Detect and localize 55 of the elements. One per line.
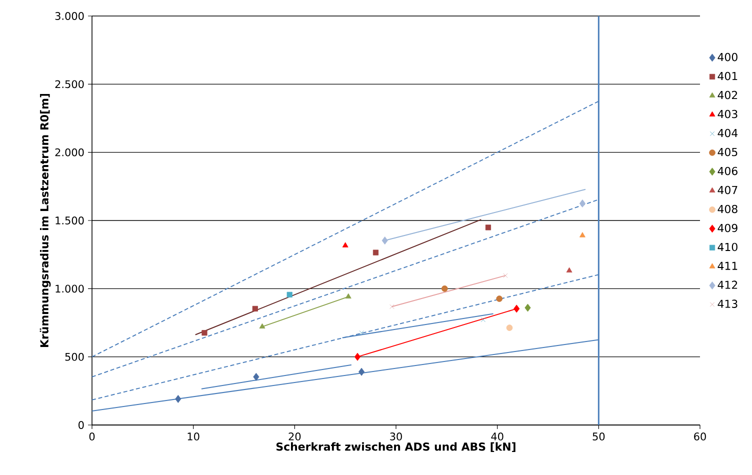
legend-label: 402 (718, 90, 738, 100)
x-tick-label: 40 (491, 432, 504, 440)
point (342, 242, 348, 248)
legend-label: 407 (718, 186, 738, 194)
point (345, 293, 352, 299)
legend-label: 405 (718, 148, 738, 156)
point (253, 372, 260, 381)
legend-label: 400 (718, 52, 738, 62)
y-tick-label: 3.000 (55, 12, 84, 20)
point (286, 292, 292, 298)
x-tick-label: 30 (390, 432, 402, 440)
y-tick-label: 2.000 (55, 148, 84, 156)
point (524, 304, 531, 312)
point (566, 267, 572, 272)
point (382, 236, 388, 245)
point (441, 285, 448, 292)
y-axis-title: Krümmungsradius im Lastzentrum R0[m] (40, 94, 51, 347)
point (390, 304, 394, 309)
legend-label: 411 (718, 262, 738, 270)
y-tick-label: 2.500 (55, 80, 84, 88)
legend-label: 401 (718, 72, 738, 80)
y-tick-label: 500 (65, 352, 84, 361)
legend-label: 413 (718, 300, 738, 308)
legend-label: 412 (718, 280, 738, 289)
legend-label: 404 (718, 128, 738, 138)
y-tick-label: 1.500 (56, 216, 84, 224)
point (480, 317, 486, 322)
point (579, 199, 586, 208)
point (359, 330, 364, 336)
point (506, 324, 513, 331)
legend-label: 409 (718, 224, 738, 232)
legend-label: 406 (718, 166, 738, 176)
point (252, 306, 258, 312)
point (202, 330, 208, 336)
legend-label: 408 (718, 204, 738, 214)
x-tick-label: 10 (188, 432, 200, 440)
x-tick-label: 0 (89, 432, 95, 440)
x-tick-label: 20 (288, 432, 301, 440)
legend-label: 403 (718, 110, 738, 118)
point (579, 232, 586, 238)
point (496, 296, 503, 302)
x-tick-label: 60 (694, 432, 706, 440)
y-tick-label: 0 (78, 421, 84, 429)
point (372, 250, 379, 256)
point (175, 394, 182, 403)
legend-label: 410 (718, 242, 738, 252)
point (259, 323, 266, 328)
point (514, 304, 520, 313)
x-tick-label: 50 (592, 432, 605, 440)
point (358, 368, 365, 376)
x-axis-title: Scherkraft zwischen ADS und ABS [kN] (276, 442, 516, 452)
point (485, 224, 492, 230)
y-tick-label: 1.000 (56, 284, 84, 293)
point (503, 273, 508, 278)
point (354, 352, 361, 361)
